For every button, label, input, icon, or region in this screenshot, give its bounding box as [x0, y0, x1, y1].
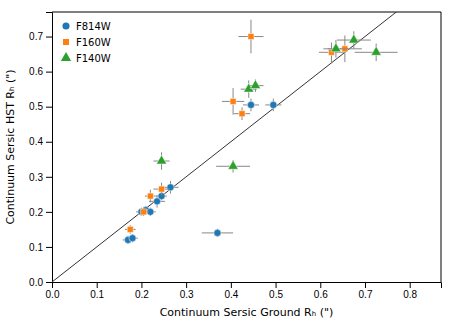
x-axis-tick-label: 0.3: [180, 289, 194, 300]
y-axis-tick: 0.6: [29, 66, 52, 77]
x-axis-tick-label: 0.1: [90, 289, 104, 300]
x-axis: 0.0 0.1 0.2 0.3 0.4 0.5 0.6 0.7 0.8: [46, 282, 442, 300]
x-axis-tick: 0.7: [359, 282, 373, 300]
y-axis-tick-mark: [46, 142, 52, 143]
y-axis-tick-label: 0.1: [29, 242, 43, 253]
x-axis-tick: 0.1: [90, 282, 104, 300]
error-bars: [123, 99, 282, 245]
x-axis-title: Continuum Sersic Ground Rₕ ("): [160, 306, 334, 319]
point: [247, 101, 254, 108]
y-axis-tick-label: 0.0: [29, 277, 43, 288]
point: [214, 229, 221, 236]
x-axis-tick-label: 0.0: [46, 289, 60, 300]
y-axis: 0.0 0.1 0.2 0.3 0.4 0.5 0.6 0.7: [29, 13, 52, 288]
point: [230, 98, 236, 104]
x-axis-tick: 0.2: [135, 282, 149, 300]
series: [153, 31, 397, 172]
x-axis-tick-label: 0.7: [359, 289, 373, 300]
x-axis-tick-label: 0.6: [314, 289, 328, 300]
legend-symbol: [62, 22, 69, 29]
legend-symbol: [63, 39, 69, 45]
x-axis-tick-mark: [320, 282, 321, 288]
x-axis-tick-mark: [186, 282, 187, 288]
error-bars: [125, 20, 362, 234]
x-axis-tick: 0.6: [314, 282, 328, 300]
x-axis-tick-label: 0.2: [135, 289, 149, 300]
point: [129, 235, 136, 242]
y-axis-tick: 0.5: [29, 101, 52, 112]
point: [167, 184, 174, 191]
y-axis-tick-mark: [46, 72, 52, 73]
y-axis-tick-label: 0.3: [29, 172, 43, 183]
point: [270, 101, 277, 108]
x-axis-tick-label: 0.8: [403, 289, 417, 300]
y-axis-tick-label: 0.4: [29, 136, 43, 147]
y-axis-tick: 0.3: [29, 172, 52, 183]
x-axis-tick: 0.8: [403, 282, 417, 300]
y-axis-tick: 0.4: [29, 136, 52, 147]
y-axis-tick-mark: [46, 282, 52, 283]
y-axis-tick: 0.2: [29, 207, 52, 218]
legend-label: F160W: [76, 37, 111, 48]
legend-symbol: [61, 52, 71, 61]
point: [141, 209, 147, 215]
marks: [52, 12, 441, 282]
point: [127, 226, 133, 232]
y-axis-tick-mark: [46, 107, 52, 108]
point: [349, 34, 359, 43]
y-axis-tick-mark: [46, 212, 52, 213]
frame-right: [441, 12, 442, 282]
y-axis-tick-mark: [46, 247, 52, 248]
y-axis-line: [46, 13, 53, 283]
one-to-one-line: [52, 12, 441, 282]
y-axis-tick-label: 0.6: [29, 66, 43, 77]
point: [250, 80, 260, 89]
point: [156, 155, 166, 164]
x-axis-tick-mark: [231, 282, 232, 288]
x-axis-tick-label: 0.4: [224, 289, 238, 300]
legend-item: F160W: [63, 37, 111, 48]
chart: 0.00.10.20.30.40.50.60.70.80.00.10.20.30…: [0, 0, 457, 324]
point: [248, 34, 254, 40]
y-axis-tick-label: 0.7: [29, 31, 43, 42]
plot-area: 0.00.10.20.30.40.50.60.70.80.00.10.20.30…: [4, 0, 442, 319]
y-axis-tick: 0.1: [29, 242, 52, 253]
y-axis-title: Continuum Sersic HST Rₕ ("): [4, 69, 17, 224]
y-axis-tick-mark: [46, 177, 52, 178]
y-axis-tick-label: 0.5: [29, 101, 43, 112]
x-axis-tick-label: 0.5: [269, 289, 283, 300]
legend-item: F814W: [62, 21, 110, 32]
point: [371, 46, 381, 55]
x-axis-tick-mark: [141, 282, 142, 288]
x-axis-tick-mark: [276, 282, 277, 288]
x-axis-tick-mark: [97, 282, 98, 288]
point: [147, 193, 153, 199]
x-axis-tick: 0.4: [224, 282, 238, 300]
x-axis-tick-mark: [410, 282, 411, 288]
point: [159, 186, 165, 192]
x-axis-line: [53, 283, 442, 289]
y-axis-tick: 0.0: [29, 277, 52, 288]
point: [239, 111, 245, 117]
point: [228, 160, 238, 169]
x-axis-tick: 0.5: [269, 282, 283, 300]
series: [125, 20, 362, 234]
frame-top: [52, 12, 441, 13]
y-axis-tick: 0.7: [29, 31, 52, 42]
y-axis-tick-label: 0.2: [29, 207, 43, 218]
legend-label: F814W: [76, 21, 111, 32]
legend-label: F140W: [76, 53, 111, 64]
error-bars: [153, 31, 397, 172]
legend: F814W F160W F140W: [61, 21, 111, 64]
y-axis-tick-mark: [46, 37, 52, 38]
series: [123, 99, 282, 245]
legend-item: F140W: [61, 52, 111, 63]
x-axis-tick: 0.0: [46, 282, 60, 300]
x-axis-tick-mark: [365, 282, 366, 288]
point: [331, 43, 341, 52]
x-axis-tick: 0.3: [180, 282, 194, 300]
